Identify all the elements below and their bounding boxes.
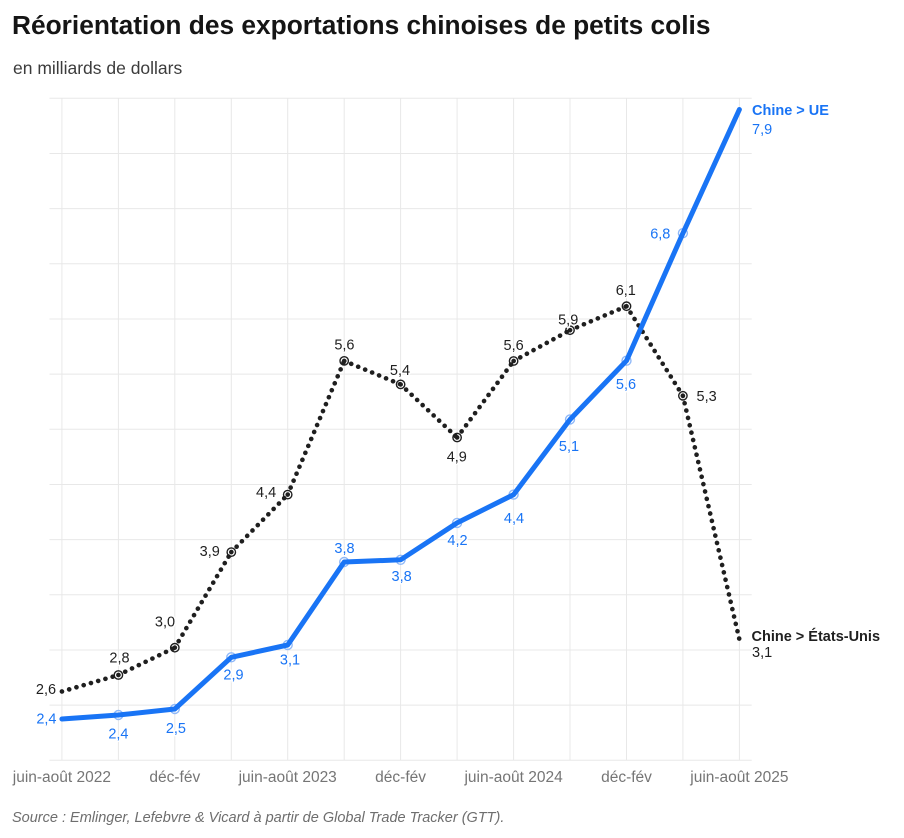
svg-text:3,0: 3,0 xyxy=(155,615,175,631)
svg-text:3,8: 3,8 xyxy=(392,569,412,585)
svg-text:3,9: 3,9 xyxy=(200,544,220,560)
svg-text:6,1: 6,1 xyxy=(616,283,636,299)
svg-text:3,1: 3,1 xyxy=(752,645,772,661)
svg-text:5,4: 5,4 xyxy=(390,363,410,379)
svg-text:2,9: 2,9 xyxy=(223,668,243,684)
svg-text:4,2: 4,2 xyxy=(447,533,467,549)
svg-text:Chine > UE: Chine > UE xyxy=(752,103,829,119)
svg-text:2,6: 2,6 xyxy=(36,682,56,698)
svg-text:5,1: 5,1 xyxy=(559,439,579,455)
svg-text:4,4: 4,4 xyxy=(504,511,524,527)
svg-text:juin-août 2023: juin-août 2023 xyxy=(238,769,337,786)
svg-text:2,8: 2,8 xyxy=(109,650,129,666)
svg-text:6,8: 6,8 xyxy=(650,227,670,243)
svg-text:4,4: 4,4 xyxy=(256,485,276,501)
svg-text:4,9: 4,9 xyxy=(447,449,467,465)
svg-text:2,4: 2,4 xyxy=(108,726,128,742)
svg-text:5,3: 5,3 xyxy=(697,389,717,405)
svg-text:5,6: 5,6 xyxy=(334,337,354,353)
svg-text:5,6: 5,6 xyxy=(616,377,636,393)
svg-text:déc-fév: déc-fév xyxy=(375,769,426,786)
svg-text:3,1: 3,1 xyxy=(280,653,300,669)
svg-text:juin-août 2022: juin-août 2022 xyxy=(12,769,111,786)
svg-text:5,9: 5,9 xyxy=(558,312,578,328)
svg-text:5,6: 5,6 xyxy=(504,338,524,354)
svg-text:juin-août 2025: juin-août 2025 xyxy=(689,769,788,786)
svg-text:Chine > États-Unis: Chine > États-Unis xyxy=(752,628,881,645)
svg-text:juin-août 2024: juin-août 2024 xyxy=(463,769,563,786)
svg-text:2,5: 2,5 xyxy=(166,721,186,737)
svg-text:3,8: 3,8 xyxy=(334,541,354,557)
svg-text:déc-fév: déc-fév xyxy=(601,769,652,786)
svg-text:2,4: 2,4 xyxy=(36,712,56,728)
svg-text:déc-fév: déc-fév xyxy=(149,769,200,786)
svg-text:7,9: 7,9 xyxy=(752,122,772,138)
